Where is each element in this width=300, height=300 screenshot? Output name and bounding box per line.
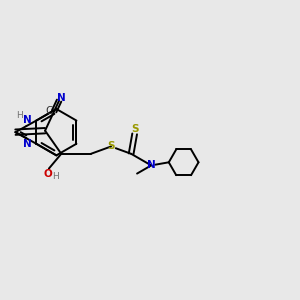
Text: N: N — [57, 93, 66, 103]
Text: H: H — [16, 111, 23, 120]
Text: N: N — [147, 160, 156, 170]
Text: O: O — [44, 169, 52, 179]
Text: S: S — [131, 124, 139, 134]
Text: H: H — [52, 172, 59, 181]
Text: N: N — [22, 115, 31, 125]
Text: S: S — [107, 142, 115, 152]
Text: N: N — [22, 139, 31, 149]
Text: C: C — [45, 106, 52, 116]
